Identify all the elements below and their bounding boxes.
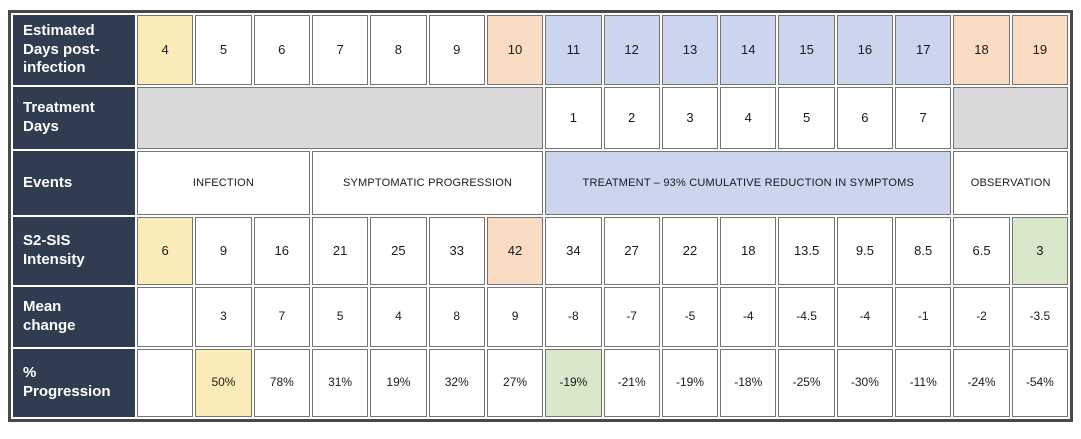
progression-cell: -54% — [1011, 349, 1068, 417]
progression-cell: 31% — [311, 349, 369, 417]
progression-cell: 78% — [253, 349, 310, 417]
intensity-cell: 16 — [253, 217, 310, 285]
progression-cell: 50% — [195, 349, 252, 417]
treatment-blank-cell — [953, 87, 1068, 149]
day-cell: 11 — [545, 15, 602, 85]
intensity-cell: 21 — [311, 217, 369, 285]
row-events: Events INFECTION SYMPTOMATIC PROGRESSION… — [13, 151, 1068, 215]
day-cell: 6 — [253, 15, 310, 85]
row-treatment-days: Treatment Days 1 2 3 4 5 6 7 — [13, 87, 1068, 149]
intensity-cell: 8.5 — [895, 217, 952, 285]
intensity-cell: 27 — [603, 217, 660, 285]
treatment-blank-cell — [137, 87, 544, 149]
progression-cell: -19% — [661, 349, 719, 417]
intensity-cell: 22 — [661, 217, 719, 285]
row-label-mean-change: Mean change — [13, 287, 135, 347]
treatment-day-cell: 3 — [661, 87, 719, 149]
row-percent-progression: % Progression 50% 78% 31% 19% 32% 27% -1… — [13, 349, 1068, 417]
progression-cell: -11% — [895, 349, 952, 417]
intensity-cell: 6.5 — [953, 217, 1010, 285]
row-label-s2sis-intensity: S2-SIS Intensity — [13, 217, 135, 285]
intensity-cell: 34 — [545, 217, 602, 285]
mean-change-cell: -5 — [661, 287, 719, 347]
progression-cell: -30% — [836, 349, 894, 417]
event-infection-cell: INFECTION — [137, 151, 310, 215]
day-cell: 12 — [603, 15, 660, 85]
intensity-cell: 13.5 — [778, 217, 835, 285]
day-cell: 13 — [661, 15, 719, 85]
progression-cell: -25% — [778, 349, 835, 417]
day-cell: 8 — [370, 15, 427, 85]
day-cell: 15 — [778, 15, 835, 85]
progression-cell: -18% — [720, 349, 777, 417]
intensity-cell: 9 — [195, 217, 252, 285]
intensity-cell: 42 — [486, 217, 544, 285]
progression-cell: 32% — [428, 349, 485, 417]
mean-change-cell: 9 — [486, 287, 544, 347]
intensity-cell: 33 — [428, 217, 485, 285]
day-cell: 19 — [1011, 15, 1068, 85]
event-symptomatic-progression-cell: SYMPTOMATIC PROGRESSION — [311, 151, 544, 215]
mean-change-cell: -7 — [603, 287, 660, 347]
mean-change-cell: -2 — [953, 287, 1010, 347]
progression-cell — [137, 349, 194, 417]
row-s2sis-intensity: S2-SIS Intensity 6 9 16 21 25 33 42 34 2… — [13, 217, 1068, 285]
mean-change-cell: -3.5 — [1011, 287, 1068, 347]
event-observation-cell: OBSERVATION — [953, 151, 1068, 215]
mean-change-cell: 5 — [311, 287, 369, 347]
row-label-treatment-days: Treatment Days — [13, 87, 135, 149]
intensity-cell: 3 — [1011, 217, 1068, 285]
treatment-day-cell: 1 — [545, 87, 602, 149]
day-cell: 10 — [486, 15, 544, 85]
mean-change-cell — [137, 287, 194, 347]
row-label-percent-progression: % Progression — [13, 349, 135, 417]
mean-change-cell: -4 — [836, 287, 894, 347]
mean-change-cell: 3 — [195, 287, 252, 347]
day-cell: 9 — [428, 15, 485, 85]
event-treatment-cell: TREATMENT – 93% CUMULATIVE REDUCTION IN … — [545, 151, 952, 215]
day-cell: 7 — [311, 15, 369, 85]
treatment-day-cell: 7 — [895, 87, 952, 149]
progression-cell: -19% — [545, 349, 602, 417]
progression-cell: 19% — [370, 349, 427, 417]
intensity-cell: 18 — [720, 217, 777, 285]
intensity-cell: 9.5 — [836, 217, 894, 285]
progression-cell: 27% — [486, 349, 544, 417]
day-cell: 5 — [195, 15, 252, 85]
mean-change-cell: 7 — [253, 287, 310, 347]
mean-change-cell: -4.5 — [778, 287, 835, 347]
progression-cell: -24% — [953, 349, 1010, 417]
mean-change-cell: 8 — [428, 287, 485, 347]
intensity-cell: 25 — [370, 217, 427, 285]
day-cell: 14 — [720, 15, 777, 85]
mean-change-cell: -4 — [720, 287, 777, 347]
row-label-days-post-infection: Estimated Days post- infection — [13, 15, 135, 85]
day-cell: 16 — [836, 15, 894, 85]
row-mean-change: Mean change 3 7 5 4 8 9 -8 -7 -5 -4 -4.5… — [13, 287, 1068, 347]
row-days-post-infection: Estimated Days post- infection 4 5 6 7 8… — [13, 15, 1068, 85]
intensity-cell: 6 — [137, 217, 194, 285]
progression-cell: -21% — [603, 349, 660, 417]
day-cell: 17 — [895, 15, 952, 85]
treatment-timeline-table: Estimated Days post- infection 4 5 6 7 8… — [8, 10, 1073, 422]
day-cell: 4 — [137, 15, 194, 85]
mean-change-cell: 4 — [370, 287, 427, 347]
treatment-day-cell: 5 — [778, 87, 835, 149]
mean-change-cell: -8 — [545, 287, 602, 347]
day-cell: 18 — [953, 15, 1010, 85]
treatment-day-cell: 6 — [836, 87, 894, 149]
treatment-day-cell: 2 — [603, 87, 660, 149]
mean-change-cell: -1 — [895, 287, 952, 347]
row-label-events: Events — [13, 151, 135, 215]
treatment-day-cell: 4 — [720, 87, 777, 149]
